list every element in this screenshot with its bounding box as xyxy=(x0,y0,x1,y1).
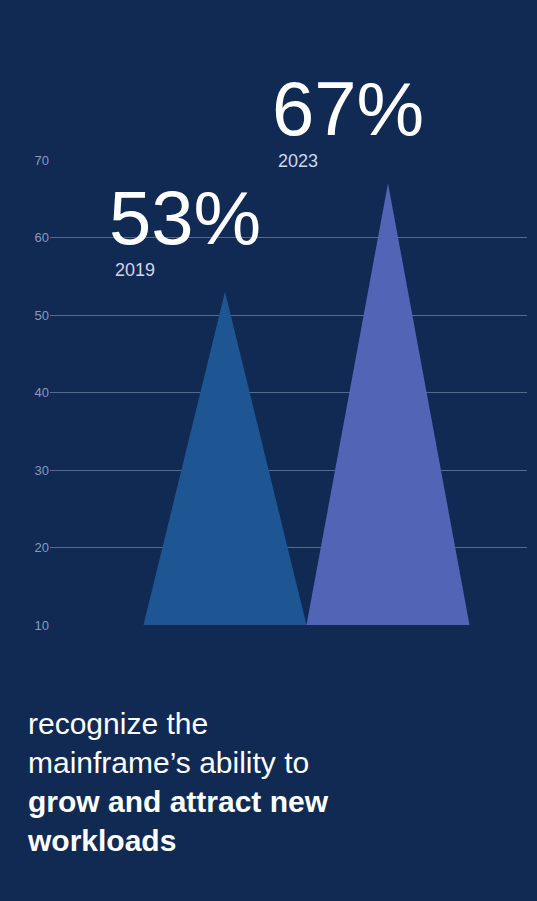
svg-text:50: 50 xyxy=(35,308,49,323)
svg-text:20: 20 xyxy=(35,540,49,555)
svg-text:2023: 2023 xyxy=(278,151,318,171)
svg-text:53%: 53% xyxy=(109,175,261,260)
svg-text:70: 70 xyxy=(35,153,49,168)
svg-text:60: 60 xyxy=(35,230,49,245)
svg-text:10: 10 xyxy=(35,618,49,633)
svg-text:2019: 2019 xyxy=(115,260,155,280)
svg-text:40: 40 xyxy=(35,385,49,400)
svg-text:recognize themainframe’s abili: recognize themainframe’s ability togrow … xyxy=(27,707,329,857)
svg-text:30: 30 xyxy=(35,463,49,478)
svg-text:67%: 67% xyxy=(272,66,424,151)
